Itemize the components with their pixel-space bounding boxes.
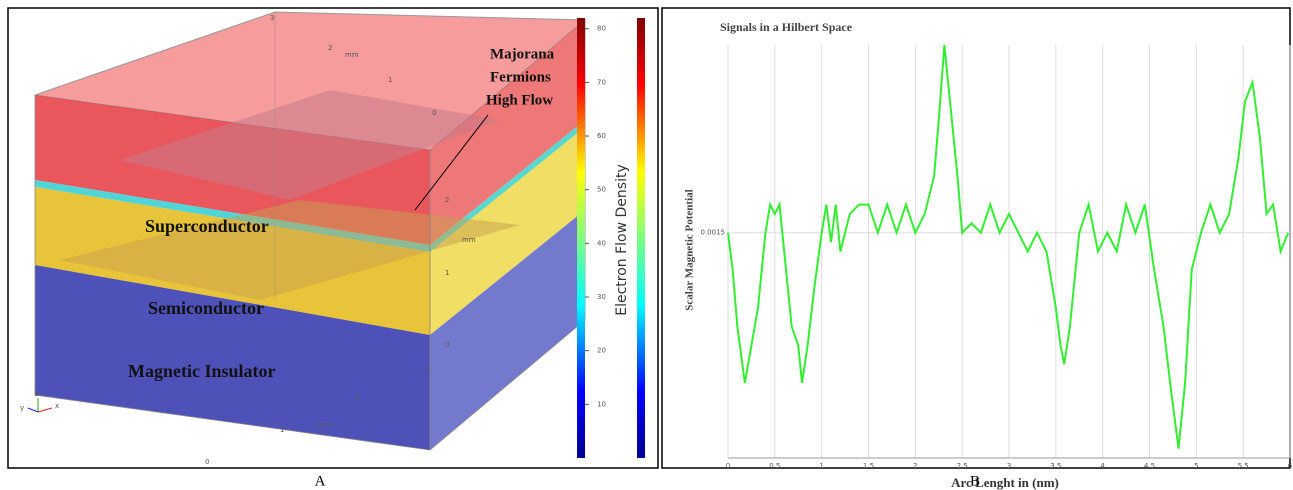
annotation: Majorana	[490, 46, 555, 62]
triad-label: x	[55, 402, 59, 410]
x-tick-label: 4.5	[1144, 462, 1155, 470]
annotation-pointer	[414, 114, 489, 211]
triad-label: y	[20, 404, 24, 412]
axis-tick: 3	[270, 14, 274, 22]
axis-tick: 2	[445, 196, 449, 204]
x-tick-label: 5	[1194, 462, 1198, 470]
x-tick-label: 2	[913, 462, 917, 470]
box-3d	[34, 11, 587, 451]
colorbar-tick-label: 40	[597, 239, 606, 247]
colorbar-tick-label: 80	[597, 25, 606, 33]
x-tick-label: 3	[1007, 462, 1011, 470]
axis-tick: 0	[445, 341, 449, 349]
axis-tick: 1	[388, 76, 392, 84]
caption: B	[970, 473, 980, 489]
colorbar-title: Electron Flow Density	[614, 164, 630, 316]
colorbar-tick-label: 30	[597, 293, 606, 301]
colorbar	[637, 18, 645, 458]
layer-label: Magnetic Insulator	[128, 361, 276, 381]
axis-tick: 2	[355, 394, 359, 402]
axis-triad: y z x	[20, 390, 59, 413]
data-line	[727, 44, 1290, 449]
layer-label: Semiconductor	[148, 298, 264, 318]
axis-tick: 3	[425, 366, 429, 374]
colorbar-ticks: 10 20 30 40 50 60 70 80	[585, 25, 606, 408]
x-tick-label: 1.5	[863, 462, 874, 470]
x-tick-label: 1	[819, 462, 823, 470]
plot: 0 0.5 1 1.5 2 2.5 3 3.5 4 4.5 5 5.5 6 0.0015	[701, 44, 1293, 470]
annotation: High Flow	[486, 92, 553, 108]
colorbar	[577, 18, 585, 458]
layer-label: Superconductor	[145, 216, 269, 236]
annotation: Fermions	[490, 69, 551, 85]
x-tick-label: 3.5	[1050, 462, 1061, 470]
axis-tick: 1	[280, 426, 284, 434]
axis-tick: 2	[328, 44, 332, 52]
triad-label: z	[35, 390, 39, 398]
axis-unit: mm	[462, 236, 476, 244]
colorbar-tick-label: 60	[597, 132, 606, 140]
panel-b-frame	[661, 7, 1291, 469]
x-tick-label: 0.5	[769, 462, 780, 470]
colorbar-tick-label: 10	[597, 400, 606, 408]
caption: A	[315, 473, 326, 489]
colorbar-tick-label: 50	[597, 186, 606, 194]
colorbar-tick-label: 70	[597, 78, 606, 86]
axis-unit: mm	[345, 51, 359, 59]
y-axis-label: Scalar Magnetic Potential	[684, 189, 696, 310]
chart-title: Signals in a Hilbert Space	[720, 20, 853, 34]
y-tick-label: 0.0015	[701, 229, 726, 237]
axis-tick: 0	[432, 109, 436, 117]
x-tick-label: 2.5	[957, 462, 968, 470]
x-tick-label: 6	[1288, 462, 1293, 470]
axis-tick: 1	[445, 269, 449, 277]
x-tick-label: 5.5	[1238, 462, 1249, 470]
axis-unit: mm	[318, 421, 332, 429]
x-tick-label: 4	[1100, 462, 1105, 470]
x-axis-label: Arc Lenght in (nm)	[951, 475, 1059, 490]
x-tick-label: 0	[726, 462, 730, 470]
colorbar-tick-label: 20	[597, 347, 606, 355]
axis-tick: 0	[205, 458, 209, 466]
